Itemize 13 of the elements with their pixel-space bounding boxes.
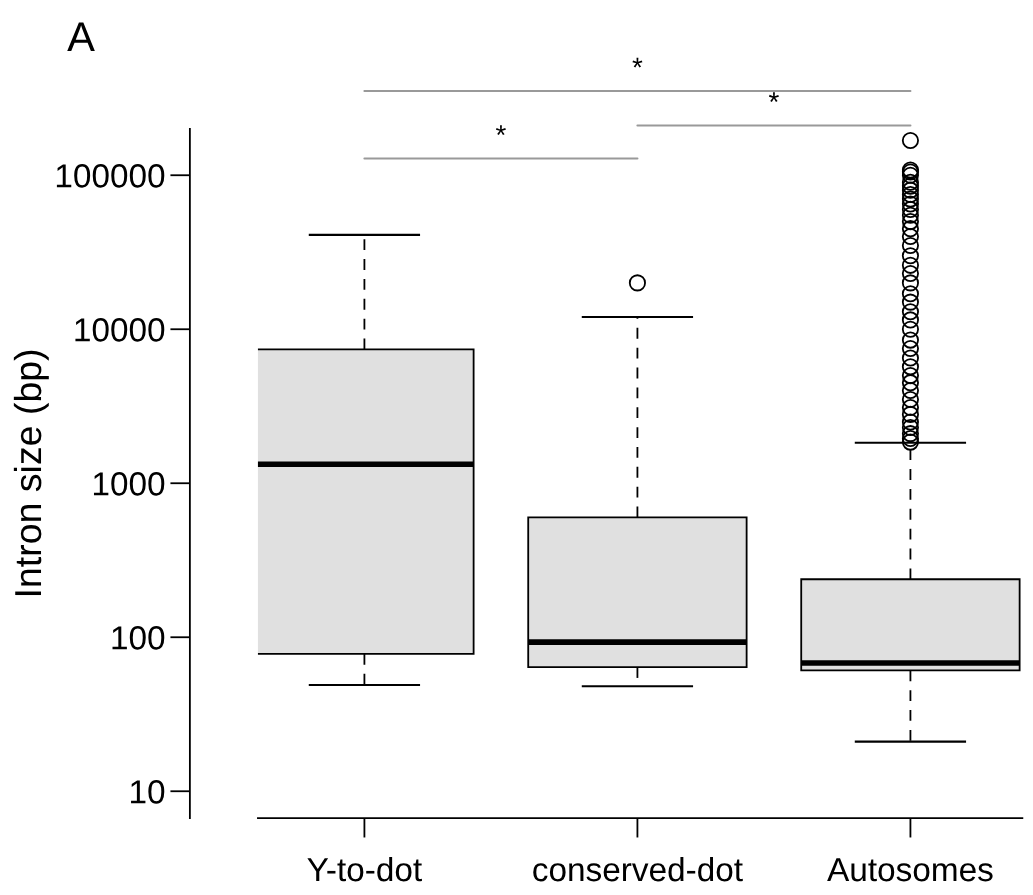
annotation: *	[495, 125, 506, 136]
y-axis-title: Intron size (bp)	[13, 350, 49, 596]
y-tick-label: 10000	[75, 318, 165, 342]
text: *	[632, 57, 643, 68]
y-tick-label: 100	[112, 626, 165, 650]
y-tick-label: 1000	[93, 472, 165, 496]
x-tick-label: conserved-dot	[533, 856, 743, 882]
y-tick-label: 10	[131, 780, 165, 804]
x-tick-label: Autosomes	[827, 858, 993, 882]
text: *	[768, 92, 779, 103]
x-tick-label: Y-to-dot	[307, 856, 422, 882]
chart-title: A	[67, 22, 95, 52]
y-tick-label: 100000	[56, 164, 165, 188]
